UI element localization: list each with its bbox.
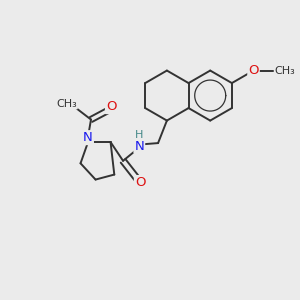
Text: N: N (83, 131, 93, 144)
Text: O: O (106, 100, 116, 113)
Text: O: O (135, 176, 146, 189)
Text: O: O (248, 64, 259, 77)
Text: H: H (135, 130, 143, 140)
Text: CH₃: CH₃ (274, 66, 296, 76)
Text: CH₃: CH₃ (56, 98, 77, 109)
Text: N: N (134, 140, 144, 152)
